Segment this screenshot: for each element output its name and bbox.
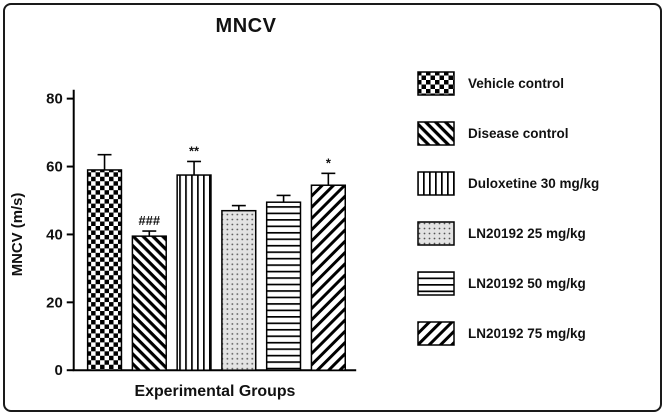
bar-1 [131, 235, 167, 371]
legend-swatch-duloxetine [417, 171, 455, 196]
bar-2 [176, 174, 212, 371]
legend-label: Duloxetine 30 mg/kg [468, 176, 600, 191]
legend-label: Vehicle control [468, 76, 565, 91]
bar-5 [310, 184, 346, 371]
legend-item: Disease control [417, 121, 660, 146]
legend-swatch-vehicle-control [417, 71, 455, 96]
legend-swatch-ln20192-75 [417, 321, 455, 346]
y-tick-label: 60 [46, 160, 63, 176]
y-tick-label: 80 [46, 92, 63, 108]
chart-area: MNCV 0 20 40 60 80 ### ** * MNCV (m/s) Experiment… [5, 5, 407, 410]
chart-title: MNCV [215, 15, 277, 37]
significance-annotation: ### [139, 213, 161, 228]
legend-label: Disease control [468, 126, 569, 141]
figure-panel: MNCV 0 20 40 60 80 ### ** * MNCV (m/s) Experiment… [3, 3, 662, 412]
y-axis-title: MNCV (m/s) [10, 193, 26, 277]
legend-label: LN20192 25 mg/kg [468, 226, 586, 241]
y-tick-label: 40 [46, 227, 63, 243]
legend-swatch-disease-control [417, 121, 455, 146]
bar-3 [221, 209, 257, 371]
legend-item: LN20192 75 mg/kg [417, 321, 660, 346]
legend-item: Duloxetine 30 mg/kg [417, 171, 660, 196]
legend-item: LN20192 50 mg/kg [417, 271, 660, 296]
significance-annotation: * [326, 155, 332, 170]
legend-label: LN20192 75 mg/kg [468, 326, 586, 341]
significance-annotation: ** [189, 143, 200, 158]
legend-swatch-ln20192-50 [417, 271, 455, 296]
legend-label: LN20192 50 mg/kg [468, 276, 586, 291]
bar-0 [86, 169, 123, 371]
y-tick-label: 20 [46, 295, 63, 311]
legend: Vehicle control Disease control Duloxeti… [407, 5, 660, 410]
legend-swatch-ln20192-25 [417, 221, 455, 246]
legend-item: Vehicle control [417, 71, 660, 96]
bar-4 [265, 201, 302, 371]
y-tick-label: 0 [54, 363, 62, 379]
x-axis-title: Experimental Groups [135, 383, 296, 400]
legend-item: LN20192 25 mg/kg [417, 221, 660, 246]
